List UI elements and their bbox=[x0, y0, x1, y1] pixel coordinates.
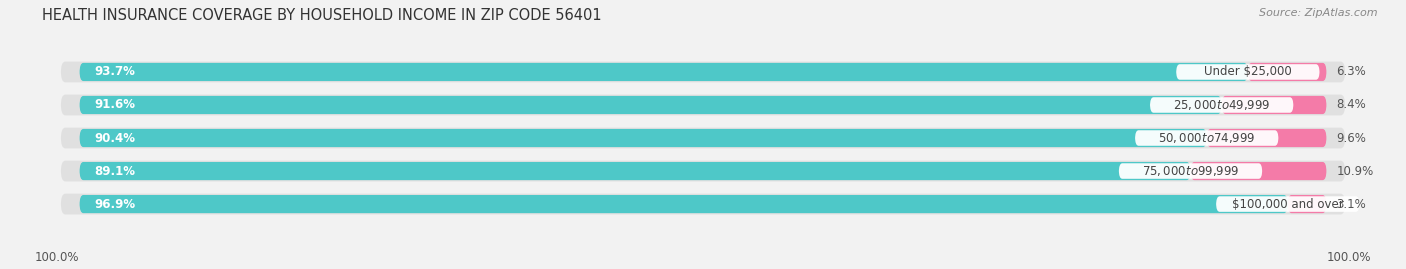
Text: 10.9%: 10.9% bbox=[1336, 165, 1374, 178]
Text: 100.0%: 100.0% bbox=[1326, 251, 1371, 264]
Text: $25,000 to $49,999: $25,000 to $49,999 bbox=[1173, 98, 1271, 112]
FancyBboxPatch shape bbox=[1135, 130, 1278, 146]
Text: 89.1%: 89.1% bbox=[94, 165, 135, 178]
FancyBboxPatch shape bbox=[80, 63, 1249, 81]
Text: 93.7%: 93.7% bbox=[94, 65, 135, 79]
Text: Under $25,000: Under $25,000 bbox=[1204, 65, 1292, 79]
Text: 90.4%: 90.4% bbox=[94, 132, 135, 144]
Text: Source: ZipAtlas.com: Source: ZipAtlas.com bbox=[1260, 8, 1378, 18]
FancyBboxPatch shape bbox=[60, 95, 1346, 115]
Text: HEALTH INSURANCE COVERAGE BY HOUSEHOLD INCOME IN ZIP CODE 56401: HEALTH INSURANCE COVERAGE BY HOUSEHOLD I… bbox=[42, 8, 602, 23]
FancyBboxPatch shape bbox=[1288, 195, 1326, 213]
FancyBboxPatch shape bbox=[1206, 129, 1326, 147]
FancyBboxPatch shape bbox=[1177, 64, 1320, 80]
Text: 91.6%: 91.6% bbox=[94, 98, 135, 111]
FancyBboxPatch shape bbox=[1191, 162, 1326, 180]
Text: 9.6%: 9.6% bbox=[1336, 132, 1367, 144]
FancyBboxPatch shape bbox=[60, 62, 1346, 82]
FancyBboxPatch shape bbox=[80, 129, 1206, 147]
FancyBboxPatch shape bbox=[60, 194, 1346, 214]
Text: 8.4%: 8.4% bbox=[1336, 98, 1367, 111]
Text: $75,000 to $99,999: $75,000 to $99,999 bbox=[1142, 164, 1239, 178]
FancyBboxPatch shape bbox=[80, 96, 1222, 114]
FancyBboxPatch shape bbox=[80, 195, 1288, 213]
Text: 3.1%: 3.1% bbox=[1336, 197, 1367, 211]
FancyBboxPatch shape bbox=[1216, 196, 1360, 212]
FancyBboxPatch shape bbox=[80, 162, 1191, 180]
FancyBboxPatch shape bbox=[60, 161, 1346, 182]
FancyBboxPatch shape bbox=[1150, 97, 1294, 113]
FancyBboxPatch shape bbox=[1119, 163, 1263, 179]
FancyBboxPatch shape bbox=[1249, 63, 1326, 81]
Text: 96.9%: 96.9% bbox=[94, 197, 135, 211]
Text: $50,000 to $74,999: $50,000 to $74,999 bbox=[1159, 131, 1256, 145]
Text: $100,000 and over: $100,000 and over bbox=[1232, 197, 1344, 211]
Text: 100.0%: 100.0% bbox=[35, 251, 80, 264]
FancyBboxPatch shape bbox=[1222, 96, 1326, 114]
FancyBboxPatch shape bbox=[60, 128, 1346, 148]
Text: 6.3%: 6.3% bbox=[1336, 65, 1367, 79]
